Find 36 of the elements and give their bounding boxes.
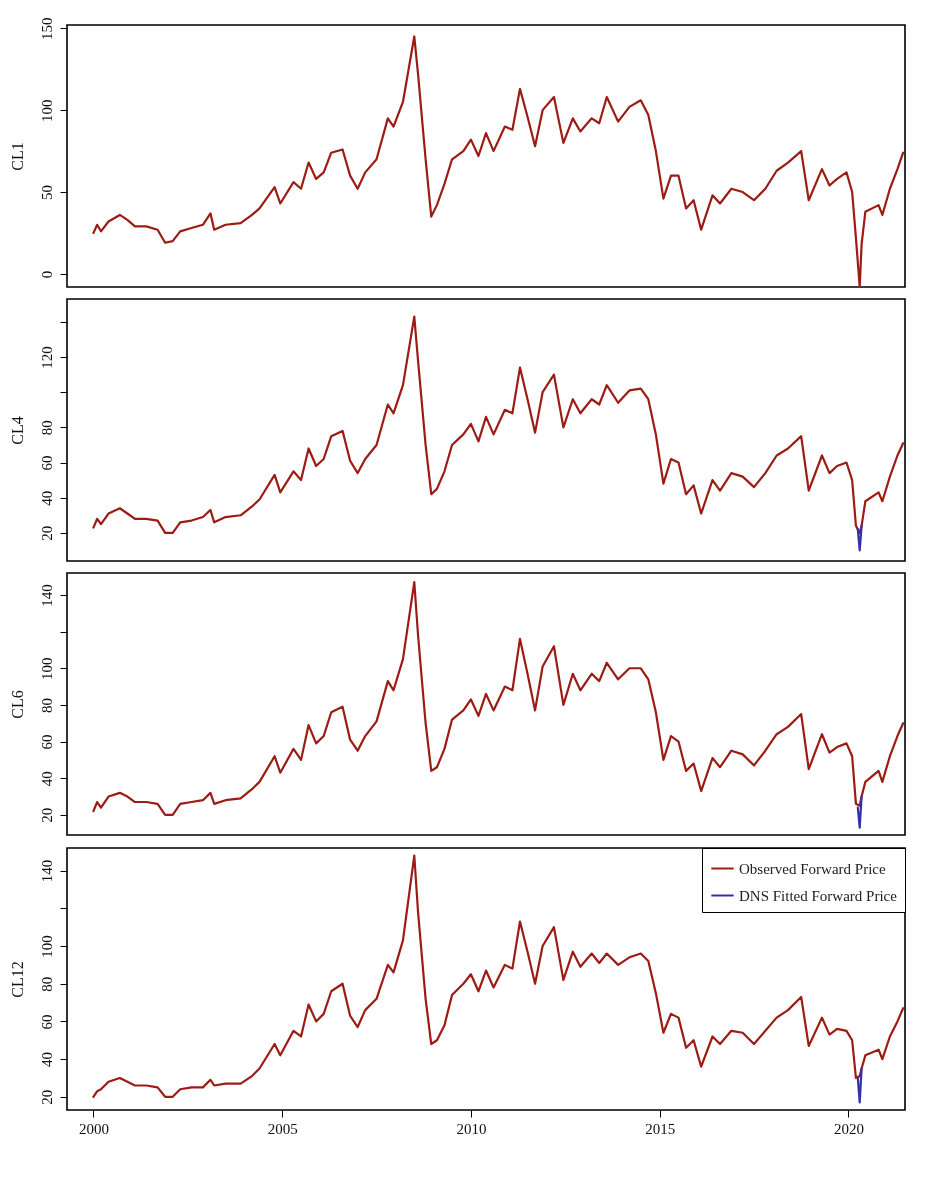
y-tick-label: 140 <box>38 584 55 607</box>
y-tick-label: 60 <box>38 455 55 471</box>
y-axis-title: CL12 <box>8 961 26 998</box>
y-tick-label: 150 <box>38 17 55 41</box>
y-axis-title: CL1 <box>8 142 26 171</box>
y-tick-label: 80 <box>38 420 55 436</box>
y-tick-label: 20 <box>38 807 55 823</box>
line-series <box>92 854 905 1098</box>
y-tick-label: 50 <box>38 185 55 201</box>
y-axis-title: CL6 <box>8 690 26 719</box>
legend-label: Observed Forward Price <box>739 860 886 877</box>
y-tick-label: 60 <box>38 734 55 750</box>
x-tick-label: 2020 <box>833 1120 864 1137</box>
y-tick-label: 140 <box>38 859 55 883</box>
y-tick-label: 100 <box>38 935 55 958</box>
y-tick-label: 40 <box>38 1052 55 1068</box>
y-axis-title: CL4 <box>8 416 26 445</box>
legend-label: DNS Fitted Forward Price <box>739 887 898 904</box>
y-tick-label: 100 <box>38 99 55 122</box>
line-series <box>92 35 905 287</box>
y-tick-label: 80 <box>38 697 55 713</box>
y-tick-label: 40 <box>38 771 55 787</box>
x-tick-label: 2010 <box>456 1120 487 1137</box>
y-tick-label: 20 <box>38 525 55 541</box>
y-tick-label: 40 <box>38 490 55 506</box>
y-tick-label: 20 <box>38 1089 55 1105</box>
y-tick-label: 0 <box>38 270 55 279</box>
x-tick-label: 2015 <box>645 1120 676 1137</box>
y-tick-label: 120 <box>38 346 55 369</box>
line-series <box>92 315 905 534</box>
y-tick-label: 60 <box>38 1014 55 1030</box>
y-tick-label: 80 <box>38 976 55 992</box>
x-tick-label: 2005 <box>267 1120 298 1137</box>
y-tick-label: 100 <box>38 657 55 681</box>
x-tick-label: 2000 <box>78 1120 109 1137</box>
line-series <box>92 581 905 816</box>
